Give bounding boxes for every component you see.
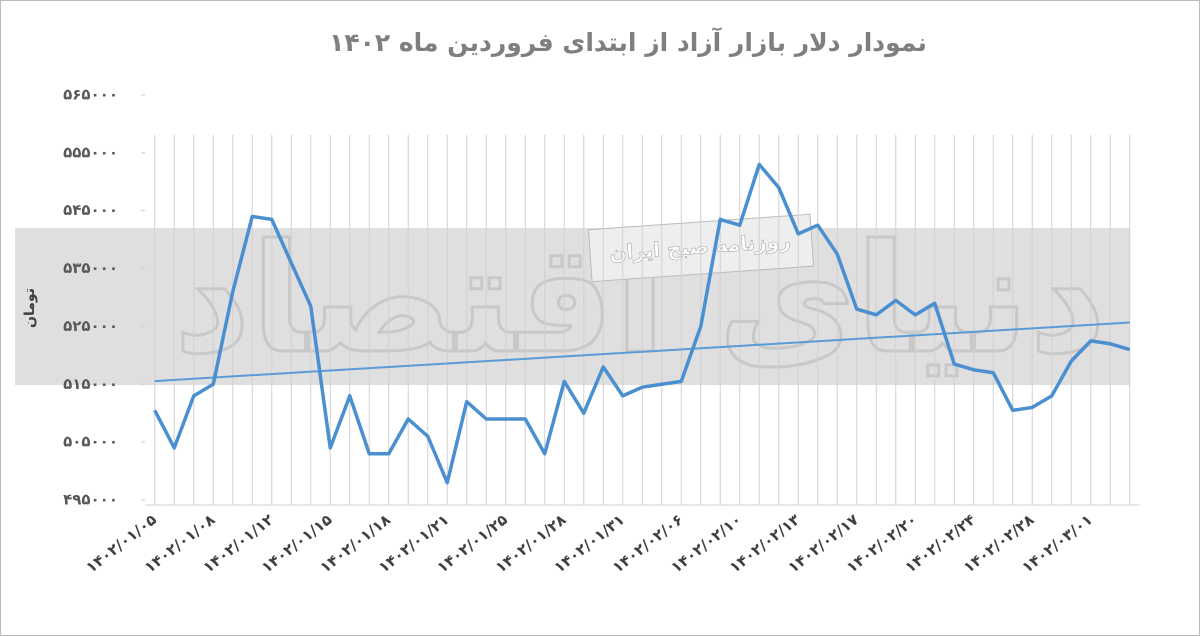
y-tick-label: ۴۹۵۰۰۰ (63, 491, 118, 509)
y-tick-label: ۵۴۵۰۰۰ (63, 201, 118, 219)
watermark-band (15, 228, 1130, 385)
chart-title: نمودار دلار بازار آزاد از ابتدای فروردین… (329, 27, 927, 58)
y-tick-label: ۵۱۵۰۰۰ (63, 375, 118, 393)
y-tick-label: ۵۶۵۰۰۰ (63, 86, 118, 104)
y-tick-label: ۵۵۵۰۰۰ (63, 143, 118, 161)
y-tick-label: ۵۳۵۰۰۰ (63, 259, 118, 277)
y-tick-label: ۵۲۵۰۰۰ (63, 317, 118, 335)
y-tick-label: ۵۰۵۰۰۰ (63, 433, 118, 451)
trendline (154, 321, 1130, 383)
data-line (153, 162, 1131, 485)
y-axis-label: تومان (22, 288, 38, 328)
